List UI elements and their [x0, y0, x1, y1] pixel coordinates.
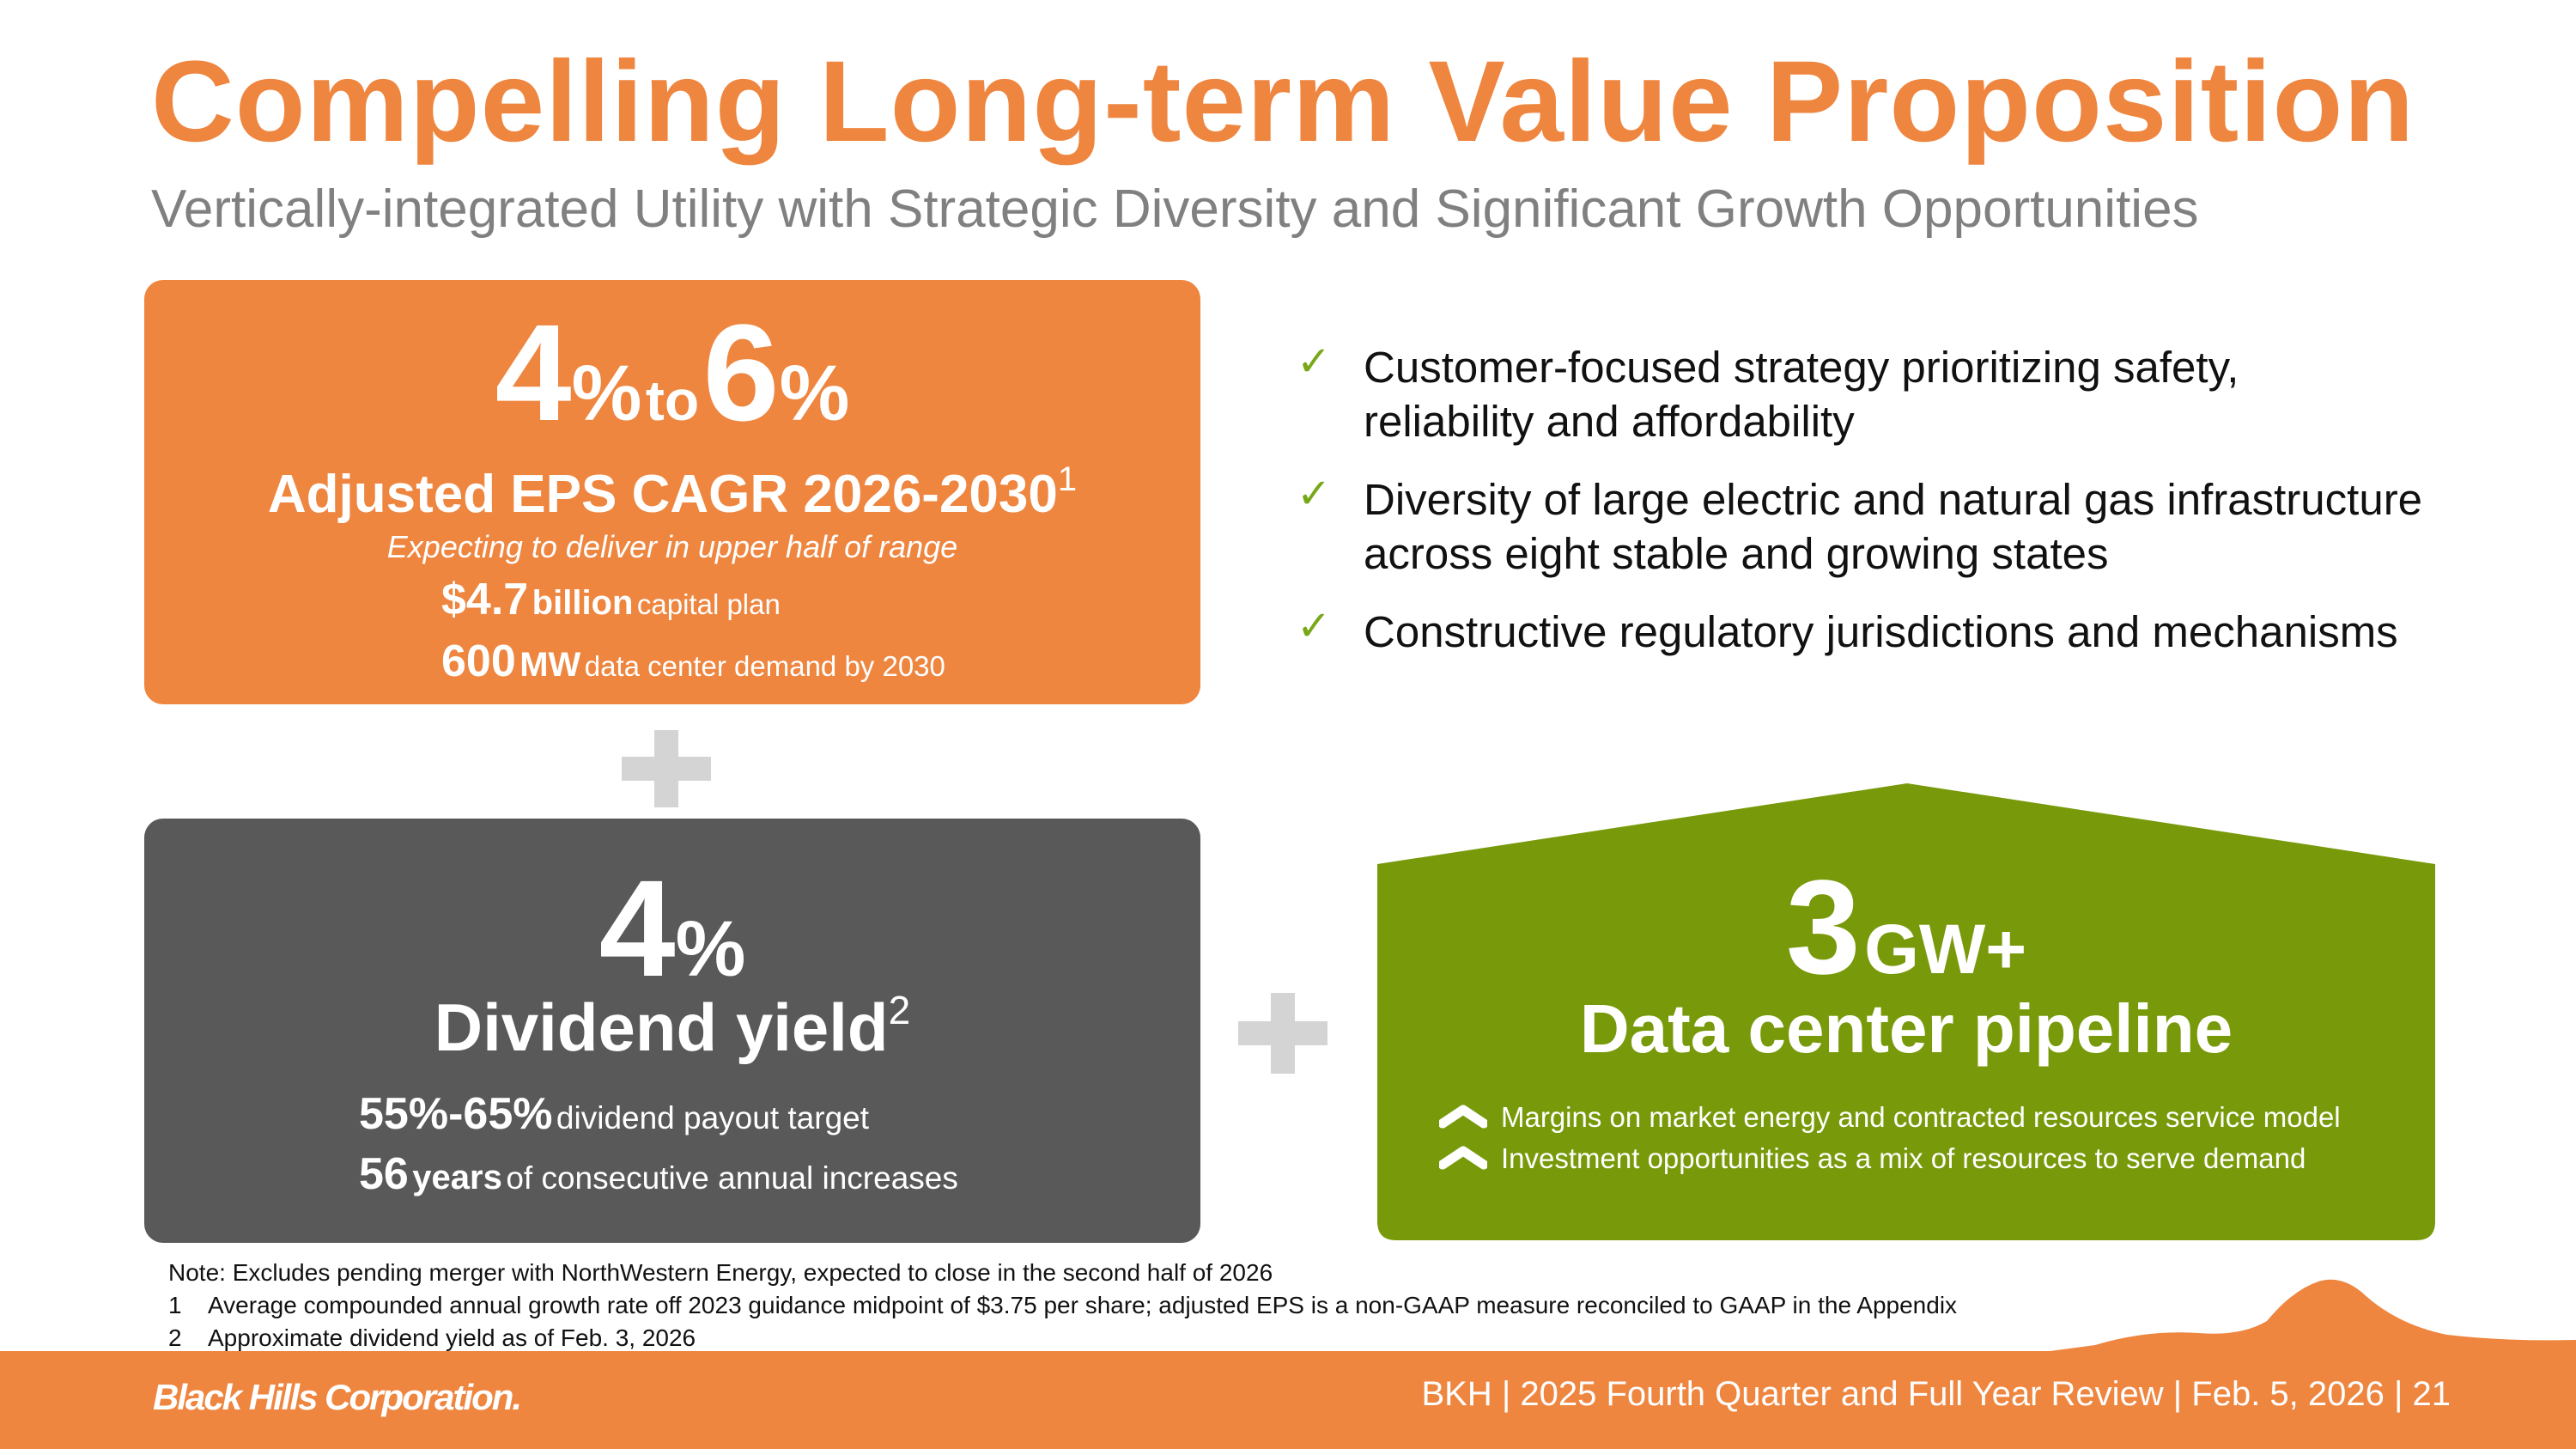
- eps-low-percent: %: [571, 350, 642, 437]
- checklist-item-line: Constructive regulatory jurisdictions an…: [1364, 607, 2398, 656]
- eps-low-value: 4: [495, 295, 572, 449]
- chevron-up-icon: [1439, 1105, 1487, 1129]
- demand-text: data center demand by 2030: [584, 650, 945, 682]
- pipeline-bullet-text: Investment opportunities as a mix of res…: [1501, 1142, 2306, 1174]
- eps-footnote-ref: 1: [1057, 460, 1078, 498]
- pipeline-value: 3 GW+: [1377, 861, 2435, 995]
- footer-bar: Black Hills Corporation. BKH | 2025 Four…: [0, 1351, 2576, 1449]
- footnote-main: Note: Excludes pending merger with North…: [168, 1259, 1273, 1286]
- pipeline-unit: GW+: [1864, 910, 2027, 989]
- eps-high-percent: %: [779, 350, 850, 437]
- dividend-label: Dividend yield2: [144, 988, 1200, 1067]
- check-icon: ✓: [1297, 604, 1332, 649]
- data-center-demand-line: 600 MW data center demand by 2030: [441, 636, 945, 687]
- footnote-number: 1: [168, 1292, 182, 1318]
- years-text: of consecutive annual increases: [506, 1160, 958, 1196]
- eps-label-text: Adjusted EPS CAGR 2026-2030: [267, 465, 1058, 524]
- page-title: Compelling Long-term Value Proposition: [151, 38, 2415, 166]
- demand-unit: MW: [519, 646, 581, 684]
- demand-value: 600: [441, 636, 516, 686]
- pipeline-label: Data center pipeline: [1579, 990, 2233, 1067]
- company-logo: Black Hills Corporation.: [153, 1377, 522, 1417]
- page-subtitle: Vertically-integrated Utility with Strat…: [151, 180, 2199, 239]
- dividend-value: 4: [598, 851, 676, 1005]
- dividend-yield-value: 4%: [144, 860, 1200, 997]
- capital-plan-text: capital plan: [636, 588, 781, 620]
- consecutive-years-line: 56 years of consecutive annual increases: [359, 1148, 958, 1200]
- check-icon: ✓: [1297, 339, 1332, 385]
- pipeline-number: 3: [1785, 853, 1861, 1002]
- eps-growth-card: 4% to 6% Adjusted EPS CAGR 2026-20301 Ex…: [144, 280, 1200, 704]
- check-icon: ✓: [1297, 472, 1332, 517]
- footnote-number: 2: [168, 1324, 182, 1351]
- pipeline-bullet-text: Margins on market energy and contracted …: [1501, 1101, 2341, 1133]
- plus-icon: [622, 730, 711, 807]
- payout-text: dividend payout target: [556, 1100, 870, 1135]
- checklist-item-line: Customer-focused strategy prioritizing s…: [1364, 343, 2239, 392]
- payout-target-line: 55%-65% dividend payout target: [359, 1088, 869, 1140]
- chevron-up-icon: [1439, 1146, 1487, 1170]
- footnote-text: Average compounded annual growth rate of…: [208, 1292, 1958, 1318]
- checklist-item-line: across eight stable and growing states: [1364, 529, 2109, 578]
- mountain-graphic: [2044, 1279, 2576, 1352]
- years-value: 56: [359, 1149, 409, 1199]
- capital-plan-value: $4.7: [441, 575, 529, 624]
- eps-note: Expecting to deliver in upper half of ra…: [386, 529, 958, 564]
- dividend-footnote-ref: 2: [888, 988, 911, 1032]
- eps-high-value: 6: [702, 295, 780, 449]
- dividend-label-text: Dividend yield: [434, 989, 889, 1065]
- years-unit: years: [412, 1159, 502, 1196]
- plus-icon: [1238, 993, 1327, 1074]
- eps-label: Adjusted EPS CAGR 2026-20301: [144, 460, 1200, 525]
- footer-info: BKH | 2025 Fourth Quarter and Full Year …: [1421, 1375, 2451, 1413]
- capital-plan-line: $4.7 billion capital plan: [441, 574, 781, 625]
- data-center-card: 3 GW+ Data center pipeline Margins on ma…: [1377, 783, 2435, 1240]
- checklist-item-line: Diversity of large electric and natural …: [1364, 475, 2423, 524]
- capital-plan-unit: billion: [532, 584, 634, 622]
- house-shape: [1377, 783, 2435, 1240]
- dividend-card: 4% Dividend yield2 55%-65% dividend payo…: [144, 819, 1200, 1243]
- eps-range-to: to: [645, 368, 700, 432]
- dividend-percent: %: [675, 905, 746, 993]
- checklist-item-line: reliability and affordability: [1364, 397, 1855, 446]
- footnote-text: Approximate dividend yield as of Feb. 3,…: [208, 1324, 696, 1351]
- eps-range: 4% to 6%: [144, 304, 1200, 441]
- payout-value: 55%-65%: [359, 1089, 553, 1139]
